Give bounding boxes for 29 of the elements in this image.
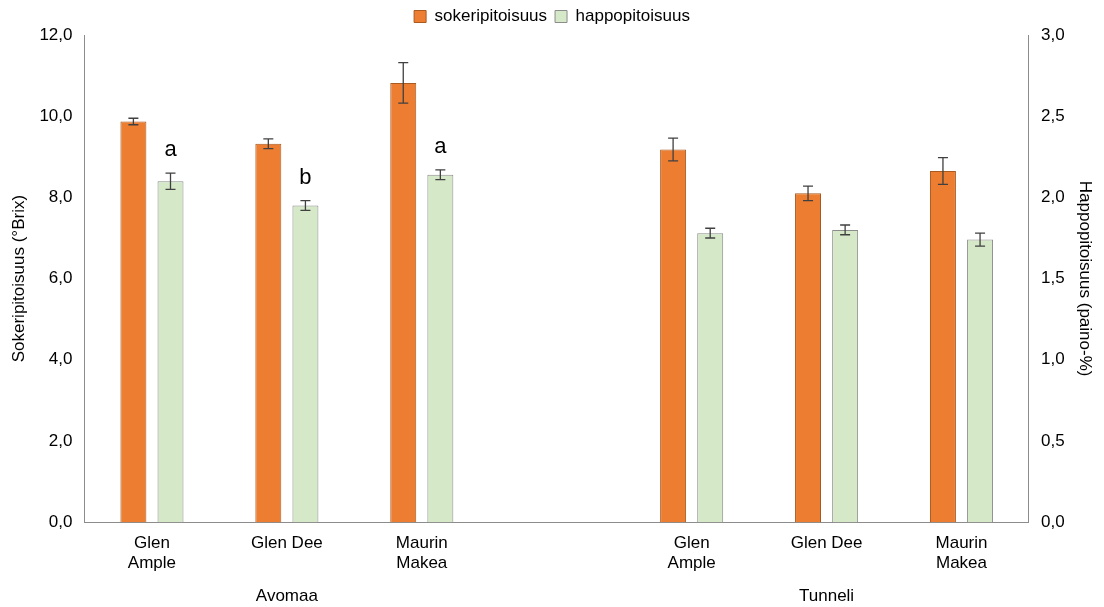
x-tick-label: Glen Dee <box>790 533 863 553</box>
y2-tick-label: 1,0 <box>1040 349 1065 369</box>
y-tick-label: 10,0 <box>39 105 73 125</box>
annotation: a <box>434 132 448 158</box>
y2-tick-label: 1,5 <box>1040 268 1065 288</box>
x-tick-label: Maurin Makea <box>935 533 988 573</box>
y2-tick-label: 2,0 <box>1040 187 1065 207</box>
y-tick-label: 6,0 <box>48 268 73 288</box>
annotation: a <box>164 136 178 162</box>
x-tick-label: Maurin Makea <box>395 533 448 573</box>
y2-tick-label: 2,5 <box>1040 105 1065 125</box>
y-tick-label: 12,0 <box>39 24 73 44</box>
text: Avomaa <box>255 586 319 606</box>
y-tick-label: 4,0 <box>48 349 73 369</box>
annotation: b <box>299 163 312 189</box>
x-tick-label: Glen Dee <box>250 533 323 553</box>
y-tick-label: 2,0 <box>48 430 73 450</box>
y2-tick-label: 0,0 <box>1040 511 1065 531</box>
legend-label: happopitoisuus <box>575 6 690 26</box>
y2-tick-label: 3,0 <box>1040 24 1065 44</box>
y2-tick-label: 0,5 <box>1040 430 1065 450</box>
x-tick-label: Glen Ample <box>667 533 716 573</box>
text: Tunneli <box>799 586 855 606</box>
y-axis-title: Sokeripitoisuus (°Brix) <box>8 194 28 363</box>
y-tick-label: 8,0 <box>48 187 73 207</box>
legend-label: sokeripitoisuus <box>434 6 548 26</box>
y2-axis-title: Happopitoisuus (paino-%) <box>1076 180 1096 377</box>
x-tick-label: Glen Ample <box>127 533 177 573</box>
y-tick-label: 0,0 <box>48 511 73 531</box>
